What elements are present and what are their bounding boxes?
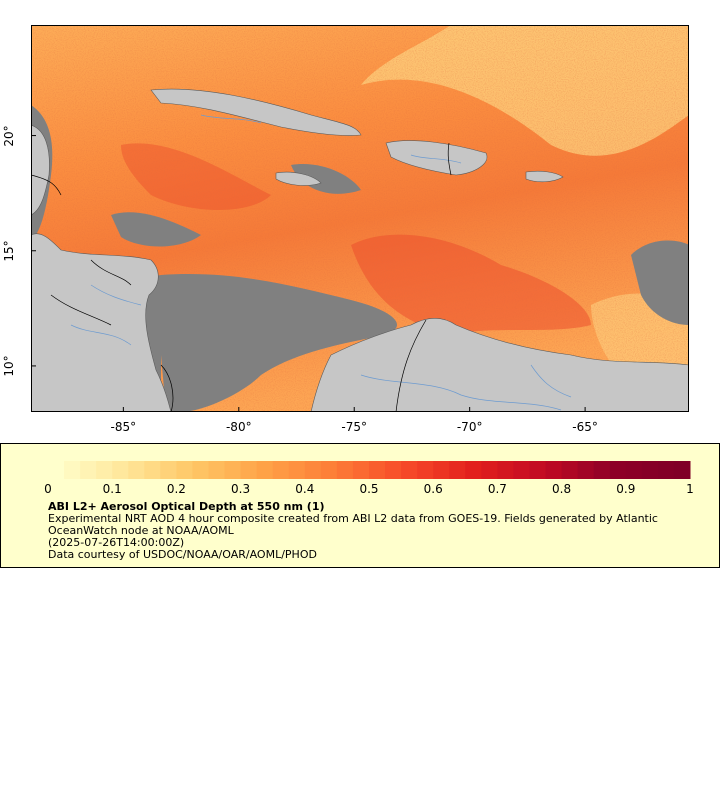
yucatan-land bbox=[31, 124, 50, 216]
colorbar-cell bbox=[48, 461, 65, 479]
central-america-land bbox=[31, 233, 172, 412]
legend-description: Experimental NRT AOD 4 hour composite cr… bbox=[48, 512, 658, 537]
colorbar-cell bbox=[112, 461, 129, 479]
colorbar-cell bbox=[96, 461, 113, 479]
lon-tick-label: -65° bbox=[572, 420, 598, 434]
lat-tick-label: 20° bbox=[2, 124, 16, 147]
colorbar-tick-label: 0.8 bbox=[552, 482, 572, 496]
colorbar-cell bbox=[385, 461, 402, 479]
colorbar-cell bbox=[336, 461, 354, 479]
land-masses bbox=[31, 88, 689, 412]
lat-tick-label: 15° bbox=[2, 240, 16, 262]
colorbar bbox=[48, 461, 691, 479]
colorbar-cell bbox=[240, 461, 258, 479]
colorbar-cell bbox=[369, 461, 386, 479]
lon-tick-label: -70° bbox=[456, 420, 483, 434]
hispaniola-land bbox=[385, 140, 488, 176]
colorbar-cell bbox=[417, 461, 434, 479]
colorbar-cell bbox=[481, 461, 498, 479]
rivers bbox=[70, 114, 572, 411]
lon-tick-label: -75° bbox=[341, 420, 368, 434]
colorbar-cell bbox=[433, 461, 450, 479]
colorbar-cell bbox=[176, 461, 193, 479]
colorbar-cell bbox=[545, 461, 563, 479]
colorbar-cell bbox=[561, 461, 579, 479]
south-america-land bbox=[310, 317, 689, 412]
colorbar-tick-label: 0.9 bbox=[616, 482, 636, 496]
aod-map bbox=[31, 25, 689, 412]
map-canvas bbox=[31, 25, 689, 412]
colorbar-cell bbox=[192, 461, 209, 479]
country-borders bbox=[31, 142, 452, 412]
colorbar-cell bbox=[673, 461, 691, 479]
colorbar-tick-label: 0.4 bbox=[295, 482, 315, 496]
colorbar-tick-label: 0 bbox=[44, 482, 52, 496]
colorbar-tick-label: 0.2 bbox=[166, 482, 186, 496]
colorbar-cell bbox=[128, 461, 145, 479]
colorbar-cell bbox=[513, 461, 530, 479]
colorbar-cell bbox=[593, 461, 611, 479]
lon-tick-marks bbox=[122, 407, 586, 412]
lon-tick-label: -85° bbox=[110, 420, 137, 434]
jamaica-land bbox=[275, 171, 322, 186]
colorbar-cell bbox=[304, 461, 322, 479]
legend-timestamp: (2025-07-26T14:00:00Z) bbox=[48, 536, 185, 549]
puerto-rico-land bbox=[525, 170, 564, 183]
colorbar-cell bbox=[224, 461, 242, 479]
colorbar-cell bbox=[609, 461, 627, 479]
lat-tick-label: 10° bbox=[2, 355, 16, 377]
colorbar-cell bbox=[497, 461, 514, 479]
colorbar-tick-label: 1 bbox=[686, 482, 694, 496]
colorbar-cell bbox=[320, 461, 338, 479]
colorbar-cell bbox=[80, 461, 97, 479]
colorbar-cell bbox=[625, 461, 643, 479]
legend-title: ABI L2+ Aerosol Optical Depth at 550 nm … bbox=[48, 500, 325, 513]
colorbar-cell bbox=[64, 461, 81, 479]
colorbar-cell bbox=[208, 461, 226, 479]
colorbar-cell bbox=[401, 461, 418, 479]
colorbar-cell bbox=[529, 461, 547, 479]
lon-tick-label: -80° bbox=[225, 420, 252, 434]
colorbar-tick-label: 0.1 bbox=[102, 482, 122, 496]
colorbar-cell bbox=[256, 461, 274, 479]
colorbar-cell bbox=[352, 461, 370, 479]
colorbar-cell bbox=[272, 461, 290, 479]
colorbar-tick-label: 0.6 bbox=[423, 482, 443, 496]
legend-panel: 0 0.1 0.2 0.3 0.4 0.5 0.6 0.7 0.8 0.9 1 ABI L2+ Ae… bbox=[0, 443, 720, 568]
colorbar-tick-label: 0.3 bbox=[231, 482, 251, 496]
legend-credit: Data courtesy of USDOC/NOAA/OAR/AOML/PHO… bbox=[48, 548, 317, 561]
colorbar-tick-label: 0.7 bbox=[487, 482, 507, 496]
lat-tick-marks bbox=[31, 135, 36, 367]
legend-text: ABI L2+ Aerosol Optical Depth at 550 nm … bbox=[48, 501, 698, 561]
colorbar-cell bbox=[657, 461, 675, 479]
colorbar-cell bbox=[577, 461, 595, 479]
colorbar-cell bbox=[160, 461, 177, 479]
colorbar-cell bbox=[465, 461, 482, 479]
colorbar-cell bbox=[449, 461, 466, 479]
colorbar-cell bbox=[288, 461, 306, 479]
colorbar-tick-label: 0.5 bbox=[359, 482, 379, 496]
colorbar-cell bbox=[641, 461, 659, 479]
cuba-land bbox=[150, 88, 362, 136]
colorbar-cell bbox=[144, 461, 161, 479]
map-frame bbox=[31, 25, 689, 412]
